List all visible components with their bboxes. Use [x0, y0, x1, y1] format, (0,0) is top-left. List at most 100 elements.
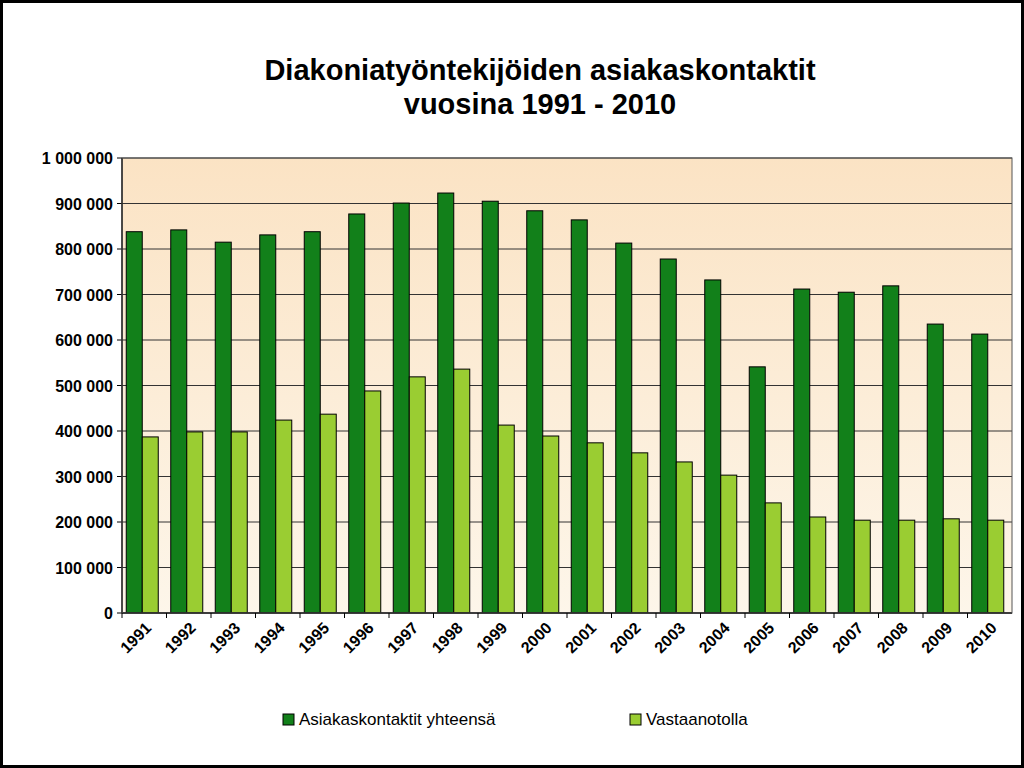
bar [721, 475, 737, 613]
x-tick-label: 2009 [918, 619, 955, 656]
y-tick-label: 600 000 [55, 332, 113, 349]
x-tick-label: 2004 [696, 619, 733, 656]
bar [482, 201, 498, 613]
grid-line [122, 294, 1012, 295]
x-tick [300, 613, 301, 618]
x-tick [611, 613, 612, 618]
x-tick [344, 613, 345, 618]
bar [838, 292, 854, 613]
x-tick-label: 1995 [295, 619, 332, 656]
bar [260, 235, 276, 613]
bar [632, 453, 648, 613]
legend-label: Vastaanotolla [646, 710, 748, 729]
x-tick [834, 613, 835, 618]
bar [393, 203, 409, 613]
bar [972, 334, 988, 613]
x-axis-labels: 1991199219931994199519961997199819992000… [117, 613, 1000, 656]
outer-frame [2, 2, 1023, 767]
legend-swatch [283, 714, 294, 725]
y-tick-label: 200 000 [55, 514, 113, 531]
legend-label: Asiakaskontaktit yhteensä [299, 710, 496, 729]
y-tick-label: 1 000 000 [42, 150, 113, 167]
x-tick-label: 1993 [206, 619, 243, 656]
bar [231, 432, 247, 613]
bar [438, 193, 454, 613]
x-tick [389, 613, 390, 618]
bar [616, 243, 632, 613]
x-tick [255, 613, 256, 618]
bar [304, 232, 320, 613]
legend-swatch [630, 714, 641, 725]
bar [365, 391, 381, 613]
bar [943, 519, 959, 613]
bar [498, 425, 514, 613]
bar [142, 437, 158, 613]
x-tick-label: 1994 [251, 619, 288, 656]
x-tick-label: 2007 [829, 619, 866, 656]
bar [660, 259, 676, 613]
bar [927, 324, 943, 613]
grid [117, 158, 1012, 613]
bar [749, 367, 765, 613]
grid-line [122, 340, 1012, 341]
bar [527, 211, 543, 613]
x-tick-label: 2006 [785, 619, 822, 656]
x-tick [878, 613, 879, 618]
x-tick [967, 613, 968, 618]
y-tick-label: 400 000 [55, 423, 113, 440]
x-tick-label: 2002 [607, 619, 644, 656]
bar [794, 289, 810, 613]
title-line: vuosina 1991 - 2010 [404, 88, 676, 120]
bar [126, 232, 142, 613]
x-tick [656, 613, 657, 618]
x-tick-label: 1999 [473, 619, 510, 656]
bar [543, 436, 559, 613]
y-tick-label: 500 000 [55, 378, 113, 395]
y-tick-label: 700 000 [55, 287, 113, 304]
x-tick [211, 613, 212, 618]
y-tick-label: 100 000 [55, 560, 113, 577]
chart: Diakoniatyöntekijöiden asiakaskontaktitv… [0, 0, 1024, 768]
grid-line [122, 567, 1012, 568]
x-tick [700, 613, 701, 618]
y-tick-label: 900 000 [55, 196, 113, 213]
x-tick-label: 1997 [384, 619, 421, 656]
grid-line [122, 522, 1012, 523]
bar [810, 517, 826, 613]
bar [187, 432, 203, 613]
bar [899, 520, 915, 613]
y-axis-labels: 0100 000200 000300 000400 000500 000600 … [42, 150, 113, 622]
title-line: Diakoniatyöntekijöiden asiakaskontaktit [264, 54, 816, 86]
bar [454, 369, 470, 613]
x-tick-label: 2001 [562, 619, 599, 656]
grid-line [122, 249, 1012, 250]
x-tick [745, 613, 746, 618]
grid-line [122, 203, 1012, 204]
x-tick [567, 613, 568, 618]
x-tick-label: 2008 [874, 619, 911, 656]
x-tick-label: 2003 [651, 619, 688, 656]
x-tick [923, 613, 924, 618]
plot-frame [122, 158, 1012, 613]
legend: Asiakaskontaktit yhteensä Vastaanotolla [283, 710, 748, 729]
bar [171, 230, 187, 613]
bar [705, 280, 721, 613]
x-tick-label: 1992 [162, 619, 199, 656]
x-tick [122, 613, 123, 618]
bar [988, 520, 1004, 613]
bar [587, 443, 603, 613]
x-tick [478, 613, 479, 618]
x-tick [522, 613, 523, 618]
bar [571, 220, 587, 613]
x-tick-label: 2000 [518, 619, 555, 656]
bar [215, 242, 231, 613]
x-tick-label: 1998 [429, 619, 466, 656]
grid-line [122, 385, 1012, 386]
x-tick-label: 2010 [963, 619, 1000, 656]
x-tick [433, 613, 434, 618]
x-tick-label: 1991 [117, 619, 154, 656]
bar [276, 420, 292, 613]
bars [126, 193, 1004, 613]
grid-line [122, 476, 1012, 477]
x-tick [789, 613, 790, 618]
